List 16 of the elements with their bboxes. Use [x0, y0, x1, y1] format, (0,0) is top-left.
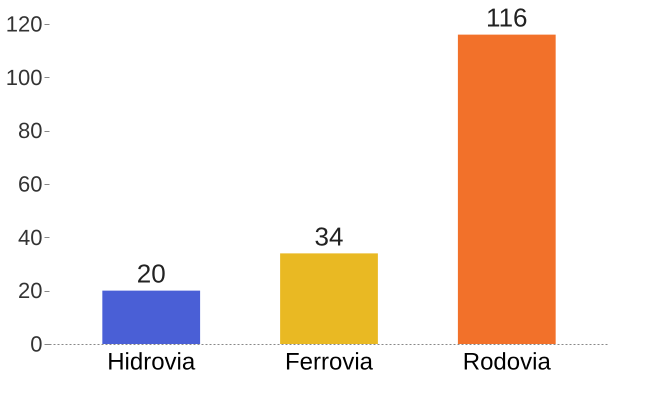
bar	[102, 290, 200, 344]
y-tick-label: 20	[18, 278, 42, 304]
x-tick-label: Ferrovia	[284, 348, 374, 376]
data-label: 34	[314, 221, 344, 252]
bar	[458, 34, 556, 344]
data-label: 116	[486, 2, 528, 33]
data-label: 20	[136, 258, 166, 289]
y-tick-label: 100	[6, 64, 42, 90]
y-tick-label: 80	[18, 118, 42, 144]
y-tick-label: 40	[18, 224, 42, 250]
x-tick-label: Rodovia	[462, 348, 552, 376]
x-tick-label: Hidrovia	[107, 348, 196, 376]
y-tick-label: 120	[6, 12, 42, 36]
y-tick-label: 60	[18, 172, 42, 196]
bar	[280, 253, 378, 344]
y-tick-label: 0	[30, 332, 42, 356]
